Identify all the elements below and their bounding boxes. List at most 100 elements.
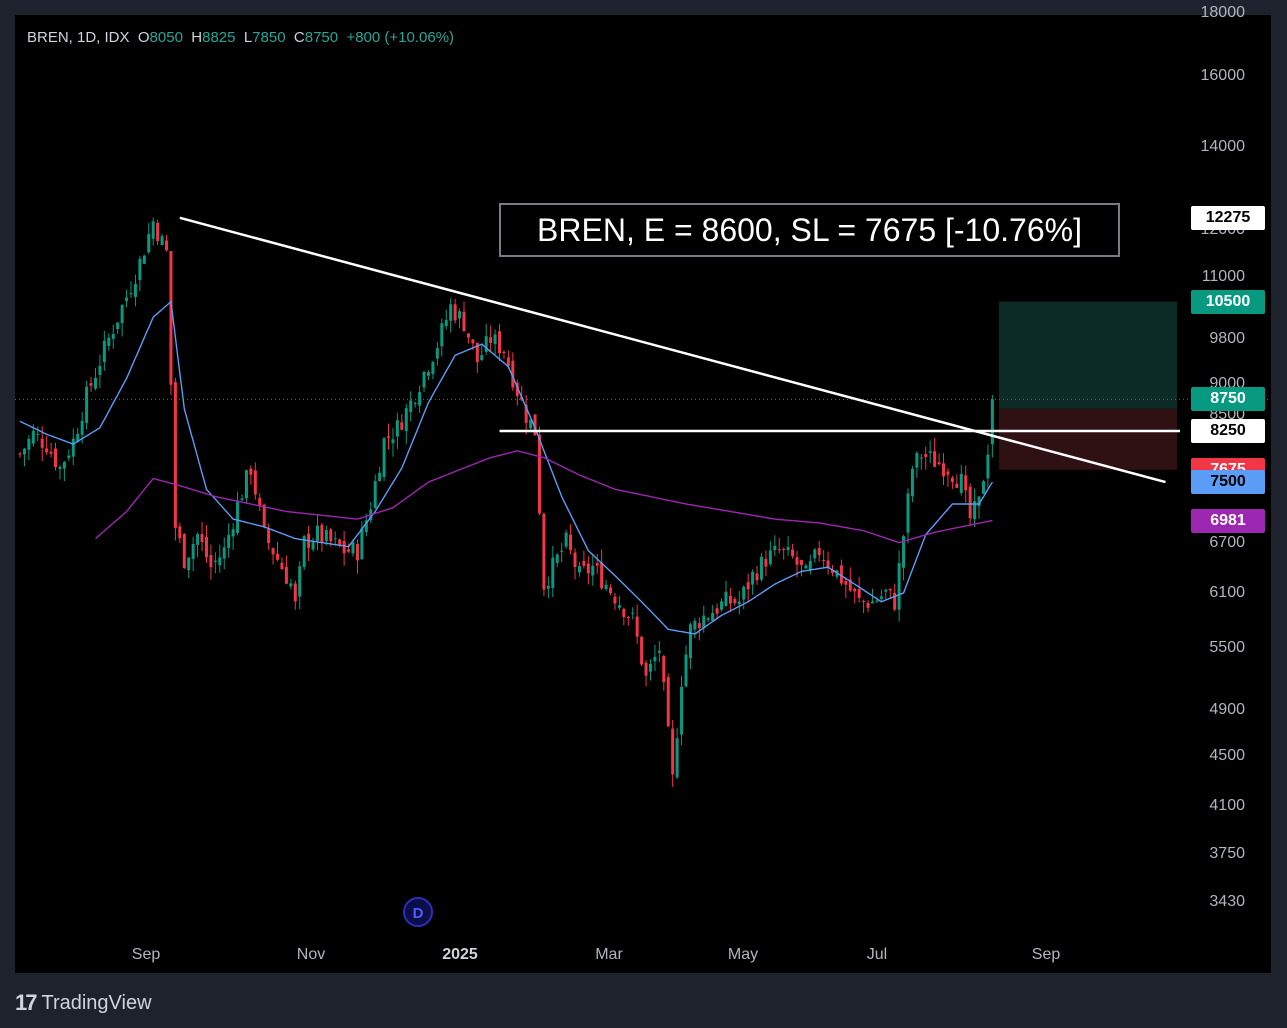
candle-body bbox=[555, 554, 559, 563]
candle-body bbox=[267, 528, 271, 544]
y-tick-label: 11000 bbox=[1201, 267, 1245, 285]
candle-body bbox=[387, 436, 391, 438]
candle-body bbox=[981, 481, 985, 494]
legend-high-label: H bbox=[191, 29, 203, 46]
candle-body bbox=[196, 534, 200, 545]
candle-body bbox=[431, 361, 435, 374]
price-tag: 7500 bbox=[1191, 470, 1265, 495]
candle-body bbox=[764, 558, 768, 567]
candle-body bbox=[244, 470, 248, 499]
candle-body bbox=[853, 588, 857, 592]
y-tick-label: 6700 bbox=[1209, 533, 1245, 551]
candle-body bbox=[551, 557, 555, 588]
candle-body bbox=[49, 451, 53, 454]
y-tick-label: 5500 bbox=[1209, 639, 1245, 657]
candle-body bbox=[489, 337, 493, 343]
candle-body bbox=[711, 612, 715, 621]
candle-body bbox=[577, 566, 581, 573]
candle-body bbox=[466, 333, 470, 338]
chart-frame[interactable] bbox=[15, 15, 1271, 973]
candle-body bbox=[142, 255, 146, 264]
price-chart[interactable] bbox=[15, 15, 1271, 973]
candle-body bbox=[502, 351, 506, 354]
candle-body bbox=[324, 530, 328, 541]
candle-body bbox=[76, 433, 80, 442]
candle-body bbox=[444, 319, 448, 327]
candle-body bbox=[315, 525, 319, 541]
candle-body bbox=[484, 336, 488, 352]
candle-body bbox=[395, 420, 399, 437]
candle-body bbox=[706, 618, 710, 620]
candle-body bbox=[875, 600, 879, 602]
candle-body bbox=[240, 498, 244, 501]
candle-body bbox=[480, 355, 484, 361]
candle-body bbox=[213, 560, 217, 562]
candle-body bbox=[751, 571, 755, 585]
candle-body bbox=[799, 560, 803, 566]
candle-body bbox=[648, 663, 652, 672]
dividend-marker-icon[interactable]: D bbox=[403, 897, 433, 927]
candle-body bbox=[27, 438, 31, 450]
candle-body bbox=[435, 348, 439, 359]
candle-body bbox=[276, 553, 280, 560]
candle-body bbox=[870, 601, 874, 604]
candle-body bbox=[933, 451, 937, 467]
candle-body bbox=[808, 561, 812, 571]
candle-body bbox=[422, 371, 426, 388]
candle-body bbox=[702, 615, 706, 629]
candle-body bbox=[915, 452, 919, 468]
candle-body bbox=[804, 565, 808, 569]
candle-body bbox=[688, 624, 692, 659]
candle-body bbox=[826, 560, 830, 568]
candle-body bbox=[125, 297, 129, 302]
candle-body bbox=[67, 455, 71, 459]
candle-body bbox=[107, 337, 111, 346]
tradingview-mark-icon: 17 bbox=[15, 990, 38, 1015]
candle-body bbox=[848, 579, 852, 591]
candle-body bbox=[746, 582, 750, 590]
candle-body bbox=[40, 438, 44, 448]
candle-body bbox=[862, 600, 866, 602]
descending-trendline bbox=[179, 216, 1166, 484]
candle-body bbox=[355, 543, 359, 561]
candle-body bbox=[906, 493, 910, 533]
candle-body bbox=[560, 550, 564, 552]
legend-change: +800 (+10.06%) bbox=[346, 29, 455, 46]
trade-annotation[interactable]: BREN, E = 8600, SL = 7675 [-10.76%] bbox=[499, 203, 1120, 257]
candle-body bbox=[280, 562, 284, 570]
candle-body bbox=[347, 549, 351, 552]
tradingview-logo[interactable]: 17 TradingView bbox=[15, 990, 152, 1016]
candle-body bbox=[773, 545, 777, 551]
candle-body bbox=[364, 520, 368, 533]
candle-body bbox=[462, 311, 466, 332]
legend-open: 8050 bbox=[149, 29, 183, 46]
candle-body bbox=[937, 462, 941, 465]
chart-legend: BREN, 1D, IDX O8050 H8825 L7850 C8750 +8… bbox=[27, 29, 454, 46]
candle-body bbox=[631, 612, 635, 614]
candle-body bbox=[977, 496, 981, 507]
candle-body bbox=[71, 438, 75, 457]
candle-body bbox=[879, 596, 883, 599]
candle-body bbox=[777, 549, 781, 551]
candle-body bbox=[284, 566, 288, 584]
x-tick-label: Sep bbox=[131, 946, 161, 963]
candle-body bbox=[293, 583, 297, 602]
candle-body bbox=[613, 596, 617, 604]
candle-body bbox=[426, 372, 430, 376]
candle-body bbox=[653, 656, 657, 662]
candle-body bbox=[786, 547, 790, 551]
candle-body bbox=[298, 566, 302, 597]
legend-low: 7850 bbox=[252, 29, 286, 46]
candle-body bbox=[204, 537, 208, 558]
candle-body bbox=[320, 524, 324, 543]
candle-body bbox=[200, 534, 204, 543]
candle-body bbox=[80, 420, 84, 435]
candle-body bbox=[160, 236, 164, 246]
candle-body bbox=[342, 541, 346, 554]
candle-body bbox=[573, 552, 577, 568]
candle-body bbox=[18, 453, 22, 455]
candle-body bbox=[600, 562, 604, 589]
candle-body bbox=[147, 234, 151, 253]
price-tag: 8250 bbox=[1191, 418, 1265, 443]
candle-body bbox=[986, 454, 990, 479]
